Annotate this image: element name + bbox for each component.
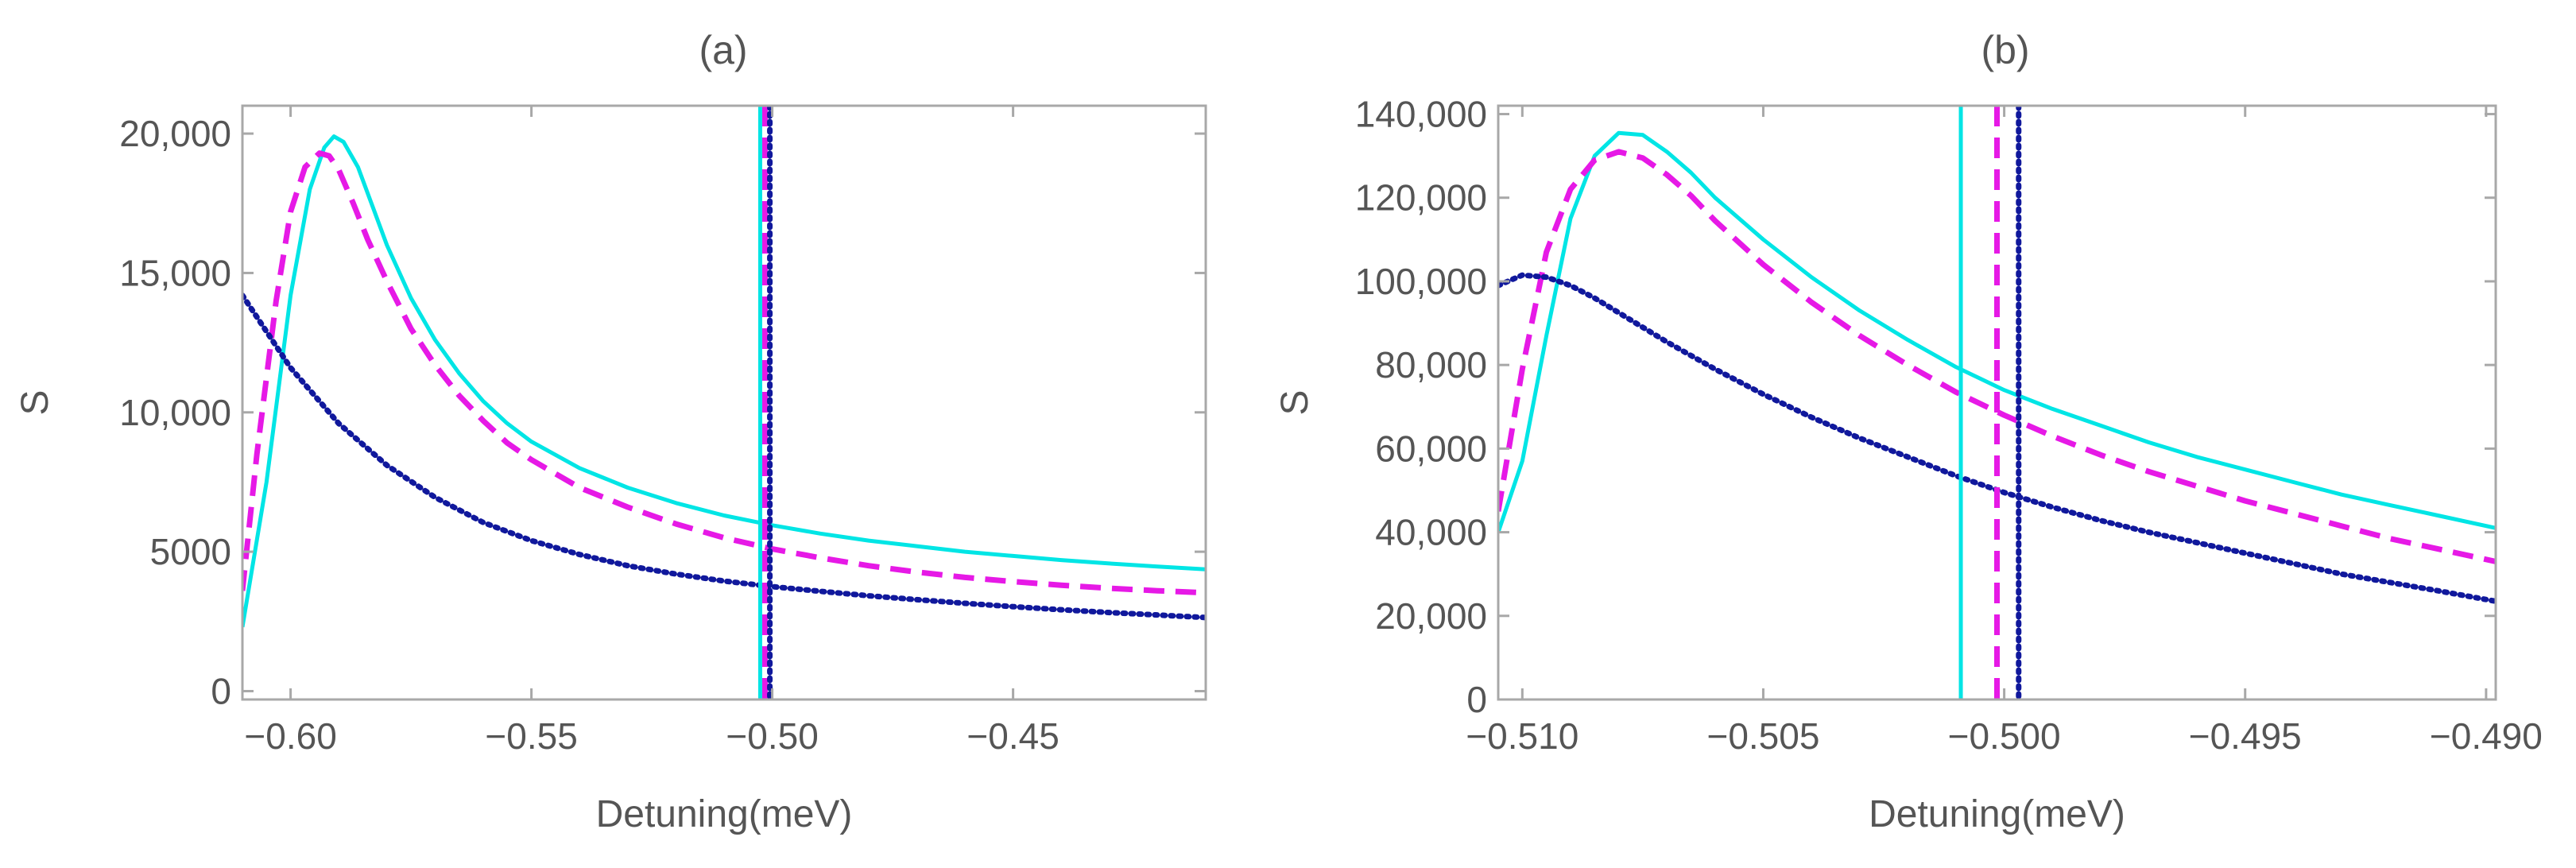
- panel-b-title: (b): [1981, 28, 2029, 72]
- panel-b-ytick-label: 80,000: [1375, 344, 1487, 386]
- panel-b-xtick-label: −0.505: [1706, 715, 1819, 757]
- panel-a-series-solid-line: [242, 134, 1206, 628]
- panel-b-xtick-label: −0.490: [2430, 715, 2543, 757]
- panel-a-plot-frame: [241, 104, 1207, 701]
- panel-b-xtick-label: −0.510: [1466, 715, 1579, 757]
- panel-b-series-dotted-line: [1498, 272, 2496, 604]
- panel-a-ytick-label: 0: [211, 670, 231, 711]
- panel-a-xtick-label: −0.55: [485, 715, 577, 757]
- panel-a-xtick-label: −0.50: [726, 715, 818, 757]
- panel-b-xtick-label: −0.500: [1948, 715, 2061, 757]
- panel-a-xtick-label: −0.45: [966, 715, 1059, 757]
- panel-a-series-dotted-line: [242, 293, 1206, 621]
- panel-b-ylabel: S: [1274, 389, 1316, 415]
- panel-b-ytick-label: 100,000: [1355, 261, 1487, 302]
- panel-a-ytick-label: 20,000: [119, 113, 231, 154]
- panel-b-ytick-label: 0: [1466, 679, 1487, 720]
- panel-b-xlabel: Detuning(meV): [1869, 793, 2125, 835]
- panel-a-ylabel: S: [14, 389, 56, 415]
- panel-a-ytick-label: 10,000: [119, 392, 231, 433]
- panel-a-series-dashed-line: [242, 150, 1206, 596]
- panel-a-ytick-label: 15,000: [119, 252, 231, 293]
- panel-b-series-dashed-line: [1498, 149, 2496, 564]
- panel-b-ytick-label: 60,000: [1375, 428, 1487, 469]
- panel-a-xlabel: Detuning(meV): [596, 793, 853, 835]
- panel-b-ytick-label: 40,000: [1375, 512, 1487, 553]
- panel-b-ytick-label: 140,000: [1355, 94, 1487, 135]
- panel-b-ytick-label: 20,000: [1375, 595, 1487, 637]
- panel-b: (b) −0.510 −0.505 −0.500 −0.495 −0.490 0 20,000…: [1274, 28, 2543, 835]
- panel-b-xtick-label: −0.495: [2189, 715, 2302, 757]
- panel-b-ytick-label: 120,000: [1355, 177, 1487, 219]
- panel-a: (a) −0.60 −0.55 −0.50 −0.45 0 5000 10,000 15,000…: [14, 28, 1207, 835]
- panel-a-title: (a): [699, 28, 747, 72]
- panel-b-plot-frame: [1497, 104, 2497, 701]
- panel-a-ytick-label: 5000: [150, 531, 231, 572]
- panel-a-xtick-label: −0.60: [244, 715, 336, 757]
- panel-b-series-solid-line: [1498, 130, 2496, 533]
